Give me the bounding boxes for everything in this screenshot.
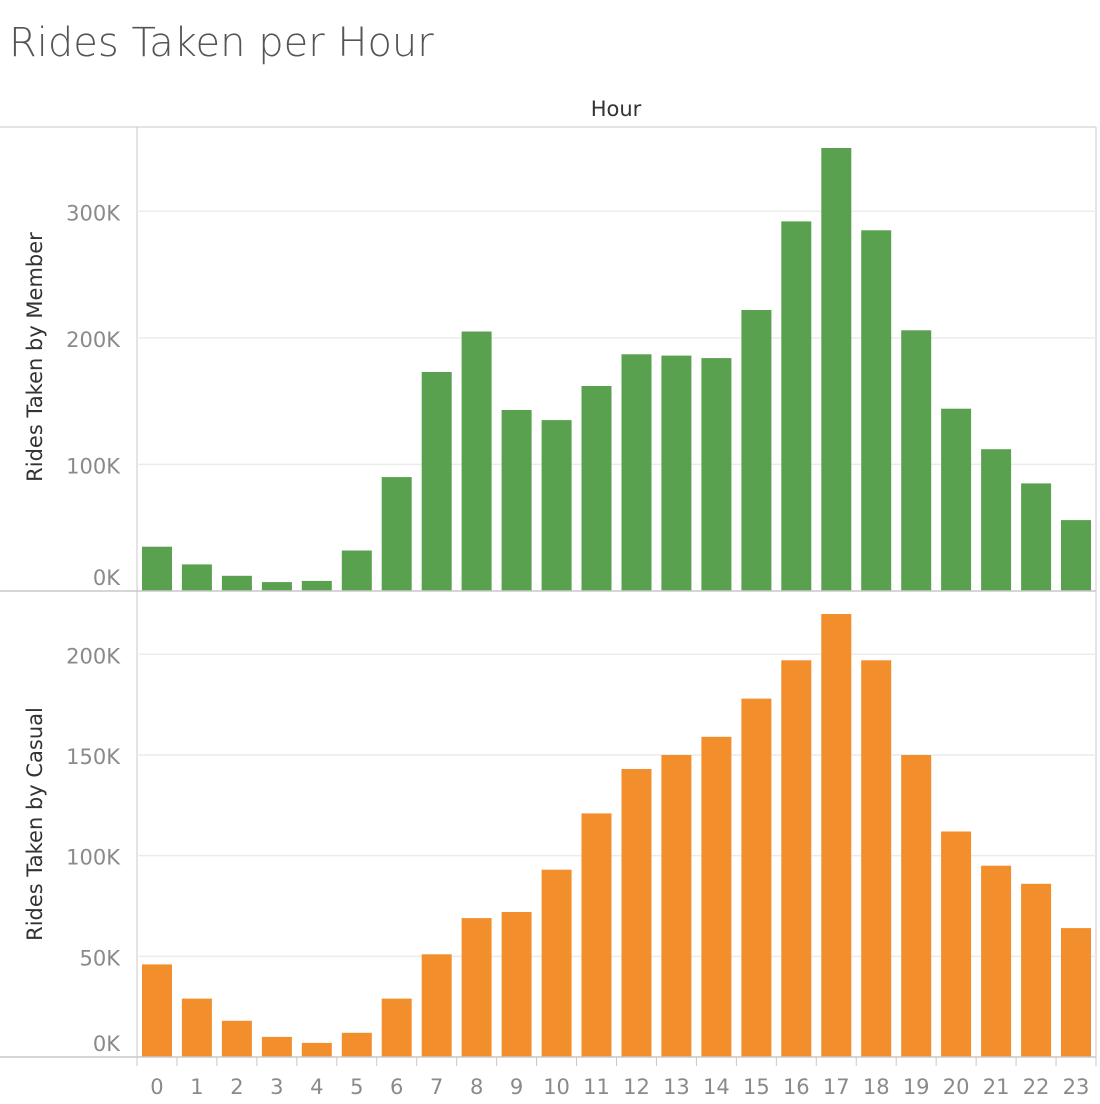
x-tick-label-16: 16 xyxy=(783,1075,810,1099)
bar-casual-hour-22 xyxy=(1021,883,1052,1057)
bar-casual-hour-21 xyxy=(981,865,1012,1057)
x-axis-title: Hour xyxy=(591,97,642,121)
x-tick-label-3: 3 xyxy=(270,1075,283,1099)
x-tick-label-8: 8 xyxy=(470,1075,483,1099)
x-tick-label-18: 18 xyxy=(863,1075,890,1099)
bar-member-hour-17 xyxy=(821,148,852,591)
bar-member-hour-2 xyxy=(221,575,252,591)
bar-member-hour-0 xyxy=(142,546,172,591)
bar-casual-hour-2 xyxy=(221,1020,252,1057)
bar-member-hour-18 xyxy=(861,230,892,592)
bar-casual-hour-18 xyxy=(861,660,892,1057)
y-axis-title-member: Rides Taken by Member xyxy=(23,232,47,482)
x-tick-label-6: 6 xyxy=(390,1075,403,1099)
bar-member-hour-3 xyxy=(261,582,292,591)
y-tick-label-casual-3: 150K xyxy=(66,745,121,769)
x-tick-label-17: 17 xyxy=(823,1075,850,1099)
bar-member-hour-8 xyxy=(461,331,492,591)
x-tick-label-15: 15 xyxy=(743,1075,770,1099)
bar-casual-hour-11 xyxy=(581,813,612,1057)
bar-casual-hour-9 xyxy=(501,912,532,1057)
bar-casual-hour-6 xyxy=(381,998,412,1057)
bar-member-hour-16 xyxy=(781,221,812,591)
bar-member-hour-21 xyxy=(981,449,1012,591)
bar-member-hour-6 xyxy=(381,477,412,591)
bar-casual-hour-13 xyxy=(661,755,692,1057)
bar-member-hour-7 xyxy=(421,372,452,591)
bar-member-hour-13 xyxy=(661,355,692,591)
x-tick-label-19: 19 xyxy=(903,1075,930,1099)
x-tick-label-12: 12 xyxy=(623,1075,650,1099)
x-tick-label-9: 9 xyxy=(510,1075,523,1099)
x-tick-label-5: 5 xyxy=(350,1075,363,1099)
x-tick-label-1: 1 xyxy=(190,1075,203,1099)
y-axis-title-casual: Rides Taken by Casual xyxy=(23,707,47,941)
x-tick-label-14: 14 xyxy=(703,1075,730,1099)
bar-casual-hour-7 xyxy=(421,954,452,1057)
bar-casual-hour-14 xyxy=(701,736,732,1057)
y-tick-label-member-1: 100K xyxy=(66,454,121,478)
y-tick-label-member-3: 300K xyxy=(66,201,121,225)
bar-casual-hour-8 xyxy=(461,918,492,1057)
bar-casual-hour-5 xyxy=(341,1032,372,1057)
bar-member-hour-14 xyxy=(701,358,732,591)
bar-member-hour-11 xyxy=(581,386,612,591)
x-tick-label-23: 23 xyxy=(1063,1075,1090,1099)
x-tick-label-0: 0 xyxy=(150,1075,163,1099)
bar-casual-hour-3 xyxy=(261,1036,292,1057)
bar-casual-hour-19 xyxy=(901,755,932,1057)
bar-member-hour-9 xyxy=(501,410,532,591)
bar-member-hour-22 xyxy=(1021,483,1052,591)
x-tick-label-13: 13 xyxy=(663,1075,690,1099)
plot-area: 0K 100K 200K 300K Rides Taken by Member 0K 50K… xyxy=(0,126,1097,1099)
bar-member-hour-1 xyxy=(181,564,212,591)
x-tick-label-7: 7 xyxy=(430,1075,443,1099)
bar-member-hour-12 xyxy=(621,354,652,591)
bar-member-hour-10 xyxy=(541,420,572,591)
x-tick-label-10: 10 xyxy=(543,1075,570,1099)
bar-casual-hour-16 xyxy=(781,660,812,1057)
y-tick-label-member-2: 200K xyxy=(66,328,121,352)
bar-casual-hour-12 xyxy=(621,769,652,1057)
y-tick-label-member-0: 0K xyxy=(93,566,121,590)
bar-casual-hour-17 xyxy=(821,614,852,1057)
bar-casual-hour-0 xyxy=(142,964,172,1057)
bar-member-hour-23 xyxy=(1061,520,1091,591)
bar-casual-hour-4 xyxy=(301,1042,332,1057)
y-tick-label-casual-2: 100K xyxy=(66,846,121,870)
chart-title: Rides Taken per Hour xyxy=(9,20,434,66)
x-tick-label-20: 20 xyxy=(943,1075,970,1099)
bar-member-hour-4 xyxy=(301,580,332,591)
bar-casual-hour-1 xyxy=(181,998,212,1057)
x-tick-label-11: 11 xyxy=(583,1075,610,1099)
bar-member-hour-15 xyxy=(741,310,772,591)
bar-casual-hour-10 xyxy=(541,869,572,1057)
y-tick-label-casual-1: 50K xyxy=(80,946,122,970)
bar-casual-hour-15 xyxy=(741,698,772,1057)
bar-member-hour-20 xyxy=(941,408,972,591)
x-tick-label-22: 22 xyxy=(1023,1075,1050,1099)
bar-member-hour-5 xyxy=(341,550,372,591)
bar-casual-hour-23 xyxy=(1061,928,1091,1057)
x-tick-label-2: 2 xyxy=(230,1075,243,1099)
bar-member-hour-19 xyxy=(901,330,932,591)
y-tick-label-casual-4: 200K xyxy=(66,644,121,668)
x-tick-label-4: 4 xyxy=(310,1075,323,1099)
y-tick-label-casual-0: 0K xyxy=(93,1032,121,1056)
bar-casual-hour-20 xyxy=(941,831,972,1057)
x-tick-label-21: 21 xyxy=(983,1075,1010,1099)
